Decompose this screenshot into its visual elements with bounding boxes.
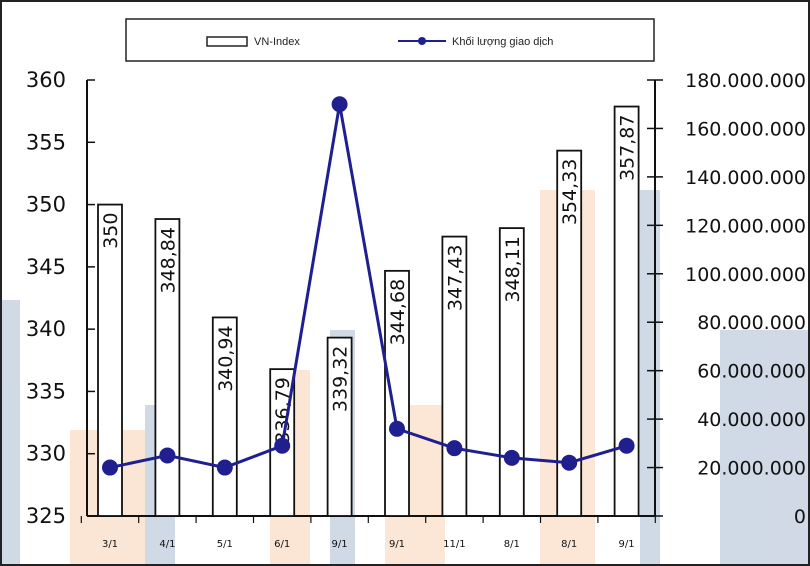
bar-value-label: 347,43	[444, 245, 466, 311]
bar-vnindex	[384, 269, 410, 517]
bar-value-label: 348,11	[502, 236, 524, 302]
bar-value-label: 350	[100, 213, 122, 249]
x-tick-label: 11/1	[443, 539, 465, 550]
x-tick-label: 6/1	[274, 539, 290, 550]
y-right-tick-label: 20.000.000	[697, 458, 806, 480]
line-point	[274, 437, 291, 454]
legend-line-label: Khối lượng giao dịch	[452, 36, 553, 48]
y-right-tick-label: 60.000.000	[697, 361, 806, 383]
y-right-tick-label: 80.000.000	[697, 312, 806, 334]
x-tick-label: 9/1	[332, 539, 348, 550]
y-left-tick-label: 330	[26, 442, 66, 466]
bar-value-label: 348,84	[157, 227, 179, 293]
y-left-tick-label: 340	[26, 317, 66, 341]
y-right-tick-label: 120.000.000	[685, 215, 806, 237]
y-axis-right-ticks: 0 20.000.000 40.000.000 60.000.000 80.000.00…	[647, 70, 806, 528]
bar-value-label: 340,94	[215, 325, 237, 391]
y-right-tick-label: 40.000.000	[697, 409, 806, 431]
x-tick-label: 8/1	[504, 539, 520, 550]
x-tick-label: 9/1	[389, 539, 405, 550]
legend-bar-label: VN-Index	[254, 36, 300, 48]
bar-value-label: 357,87	[617, 115, 639, 181]
y-right-tick-label: 160.000.000	[685, 118, 806, 140]
bar-vnindex	[154, 218, 181, 517]
line-point	[216, 459, 233, 476]
bar-value-label: 336,79	[272, 377, 294, 443]
y-left-tick-label: 345	[26, 255, 66, 279]
bar-vnindex	[211, 316, 238, 517]
line-point	[446, 440, 463, 457]
y-left-tick-label: 360	[26, 68, 66, 92]
x-tick-label: 4/1	[159, 539, 175, 550]
y-left-tick-label: 335	[26, 379, 66, 403]
y-right-tick-label: 100.000.000	[685, 264, 806, 286]
legend: VN-Index Khối lượng giao dịch	[125, 18, 655, 62]
line-point	[503, 449, 520, 466]
line-point	[561, 454, 578, 471]
bar-vnindex	[441, 235, 468, 517]
y-right-tick-label: 0	[794, 506, 806, 528]
line-point	[102, 459, 118, 476]
x-tick-label: 8/1	[561, 539, 577, 550]
y-right-tick-label: 140.000.000	[685, 167, 806, 189]
bar-value-label: 354,33	[559, 159, 581, 225]
line-point	[618, 437, 635, 454]
x-tick-label: 3/1	[102, 539, 118, 550]
bar-vnindex	[498, 227, 525, 517]
legend-bar-swatch	[206, 36, 248, 47]
y-axis-left-ticks: 325 330 335 340 345 350 355 360	[26, 68, 95, 528]
bar-data-labels: 350 348,84 340,94 336,79 339,32 344,68 347,43 3…	[100, 115, 639, 444]
bar-series	[97, 105, 640, 517]
line-volume	[109, 103, 628, 470]
x-tick-label: 5/1	[217, 539, 233, 550]
legend-box	[125, 18, 655, 62]
line-point	[159, 447, 176, 464]
bar-value-label: 339,32	[330, 346, 352, 412]
x-axis-ticks: 3/1 4/1 5/1 6/1 9/1 9/1 11/1 8/1 8/1 9/1	[80, 516, 656, 550]
y-left-tick-label: 325	[26, 504, 66, 528]
bar-vnindex	[326, 336, 353, 517]
line-point	[331, 96, 348, 113]
y-right-tick-label: 180.000.000	[685, 70, 806, 92]
line-point	[389, 420, 405, 437]
line-series	[102, 96, 635, 476]
y-left-tick-label: 355	[26, 130, 66, 154]
legend-line-marker	[418, 37, 426, 45]
x-tick-label: 9/1	[619, 539, 635, 550]
y-left-tick-label: 350	[26, 193, 66, 217]
bar-value-label: 344,68	[387, 279, 409, 345]
